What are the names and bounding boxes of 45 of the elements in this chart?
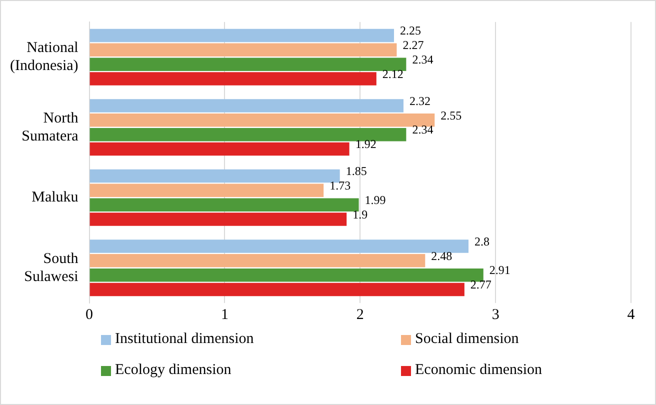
data-label: 2.27 — [402, 38, 424, 52]
bar — [90, 198, 359, 212]
data-label: 2.77 — [470, 278, 492, 292]
legend-label: Economic dimension — [415, 362, 542, 378]
y-tick-label: North Sumatera — [22, 110, 79, 144]
data-label: 2.34 — [412, 122, 434, 137]
bar — [90, 268, 484, 282]
bar — [90, 184, 324, 198]
bar — [90, 99, 404, 112]
data-label: 2.25 — [400, 24, 422, 38]
legend-label: Institutional dimension — [115, 331, 254, 347]
x-tick-label: 3 — [492, 306, 500, 323]
x-tick-label: 2 — [356, 306, 364, 323]
bar — [90, 169, 340, 183]
bar — [90, 58, 406, 71]
bar — [90, 28, 394, 42]
x-tick-label: 1 — [220, 306, 228, 323]
y-tick-label: Maluku — [32, 190, 79, 206]
bar — [90, 240, 468, 253]
data-label: 1.99 — [364, 192, 386, 207]
bar — [90, 282, 464, 296]
data-label: 1.85 — [346, 164, 367, 178]
bar — [90, 114, 435, 127]
data-label: 2.48 — [431, 248, 452, 263]
x-tick-label: 0 — [86, 306, 94, 323]
legend-label: Ecology dimension — [115, 362, 232, 378]
bar — [90, 254, 426, 268]
y-tick-label: South Sulawesi — [24, 250, 79, 285]
y-tick-label: National (Indonesia) — [10, 40, 78, 74]
data-label: 1.92 — [355, 137, 376, 152]
data-label: 2.91 — [489, 263, 510, 278]
bar — [90, 43, 397, 57]
data-label: 1.73 — [330, 178, 351, 193]
data-label: 2.32 — [409, 94, 430, 108]
bar — [90, 128, 406, 142]
data-label: 2.55 — [440, 108, 462, 122]
data-label: 2.34 — [412, 52, 434, 66]
data-label: 2.8 — [474, 234, 490, 248]
bar — [90, 212, 347, 226]
bar — [90, 142, 350, 156]
x-tick-label: 4 — [627, 306, 636, 323]
legend-label: Social dimension — [415, 331, 519, 347]
bar — [90, 72, 376, 86]
data-label: 2.12 — [382, 66, 404, 81]
data-label: 1.9 — [352, 207, 368, 222]
